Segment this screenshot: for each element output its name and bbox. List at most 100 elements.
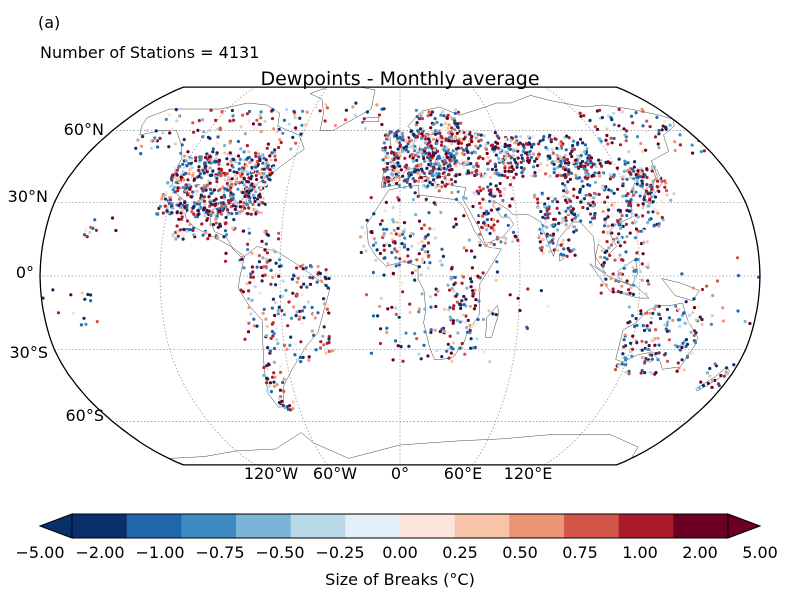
station-dot xyxy=(556,248,560,252)
coastline xyxy=(380,95,675,274)
station-dot xyxy=(234,160,238,164)
station-dot xyxy=(479,189,483,193)
station-dot xyxy=(475,337,479,341)
station-dot xyxy=(650,169,654,173)
station-dot xyxy=(89,225,93,229)
station-dot xyxy=(448,334,452,338)
station-dot xyxy=(607,188,611,192)
station-dot xyxy=(651,179,655,183)
station-dot xyxy=(487,309,491,313)
station-dot xyxy=(257,171,261,175)
station-dot xyxy=(464,133,469,137)
station-dot xyxy=(582,114,586,118)
station-dot xyxy=(257,260,261,264)
station-dot xyxy=(578,187,583,191)
station-dot xyxy=(414,134,418,139)
station-dot xyxy=(543,204,547,209)
station-dot xyxy=(396,136,400,140)
station-dot xyxy=(567,136,571,140)
station-dot xyxy=(478,240,482,244)
station-dot xyxy=(464,249,469,253)
station-dot xyxy=(526,135,530,139)
station-dot xyxy=(194,192,199,196)
station-dot xyxy=(657,146,661,150)
station-dot xyxy=(564,187,569,191)
station-dot xyxy=(241,290,245,294)
station-dot xyxy=(287,122,291,126)
station-dot xyxy=(447,123,451,127)
station-dot xyxy=(407,344,411,348)
station-dot xyxy=(519,135,523,139)
station-dot xyxy=(625,208,629,212)
station-dot xyxy=(456,190,460,194)
station-dot xyxy=(265,251,269,255)
station-dot xyxy=(277,231,281,235)
station-dot xyxy=(264,242,268,246)
station-dot xyxy=(541,215,545,219)
station-dot xyxy=(564,223,568,227)
station-dot xyxy=(680,358,684,362)
station-dot xyxy=(426,241,431,245)
station-dot xyxy=(227,184,231,188)
station-dot xyxy=(175,119,179,123)
station-dot xyxy=(417,265,421,269)
station-dot xyxy=(200,118,205,122)
station-dot xyxy=(437,184,441,188)
station-dot xyxy=(442,124,446,128)
station-dot xyxy=(722,374,726,378)
station-dot xyxy=(694,318,698,322)
station-dot xyxy=(564,164,568,168)
station-dot xyxy=(644,199,648,203)
station-dot xyxy=(306,300,310,304)
station-dot xyxy=(513,158,517,162)
station-dot xyxy=(625,235,629,239)
station-dot xyxy=(541,230,545,234)
station-dot xyxy=(459,306,463,310)
station-dot xyxy=(437,136,441,141)
station-dot xyxy=(694,331,698,335)
station-dot xyxy=(639,229,644,233)
station-dot xyxy=(278,138,282,142)
station-dot xyxy=(418,163,422,168)
station-dot xyxy=(268,381,273,385)
station-dot xyxy=(324,351,328,355)
station-dot xyxy=(622,127,626,131)
station-dot xyxy=(302,316,306,320)
station-dot xyxy=(250,165,254,170)
station-dot xyxy=(153,136,157,140)
station-dot xyxy=(394,172,398,176)
station-dot xyxy=(403,165,407,169)
station-dot xyxy=(676,361,680,365)
station-dot xyxy=(441,171,445,175)
station-dot xyxy=(565,254,569,258)
station-dot xyxy=(485,218,489,222)
station-dot xyxy=(278,388,283,392)
station-dot xyxy=(450,168,454,172)
station-dot xyxy=(134,146,138,150)
station-dot xyxy=(265,376,269,380)
station-dot xyxy=(268,258,272,262)
station-dot xyxy=(699,150,704,154)
station-dot xyxy=(574,228,579,232)
station-dot xyxy=(196,212,200,217)
station-dot xyxy=(398,234,402,238)
station-dot xyxy=(181,234,185,238)
station-dot xyxy=(601,209,605,214)
station-dot xyxy=(242,266,246,270)
station-dot xyxy=(476,146,480,150)
station-dot xyxy=(469,337,473,341)
station-dot xyxy=(624,358,628,362)
station-dot xyxy=(510,165,514,169)
station-dot xyxy=(254,151,258,155)
station-dot xyxy=(446,342,450,346)
station-dot xyxy=(492,242,496,247)
station-dot xyxy=(675,369,679,373)
station-dot xyxy=(698,315,702,319)
station-dot xyxy=(521,143,525,147)
station-dot xyxy=(454,294,458,298)
station-dot xyxy=(494,145,498,149)
station-dot xyxy=(401,232,405,236)
station-dot xyxy=(206,135,210,139)
station-dot xyxy=(626,321,630,325)
station-dot xyxy=(241,113,245,117)
